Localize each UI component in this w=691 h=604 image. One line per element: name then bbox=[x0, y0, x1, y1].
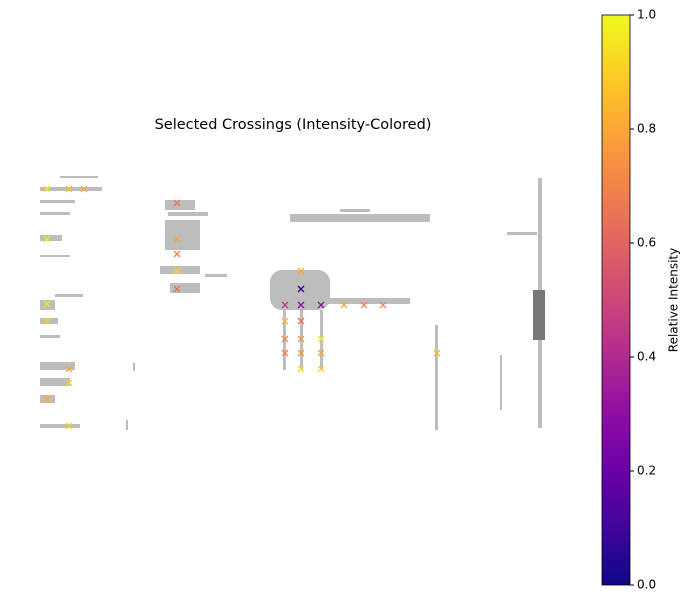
crossing-marker bbox=[379, 301, 387, 309]
crossing-marker bbox=[281, 301, 289, 309]
colorbar-tick-label: 0.8 bbox=[637, 122, 656, 136]
crossing-marker bbox=[65, 379, 73, 387]
crossing-marker bbox=[297, 335, 305, 343]
colorbar-label: Relative Intensity bbox=[667, 248, 681, 352]
crossing-marker bbox=[281, 317, 289, 325]
crossing-marker bbox=[173, 285, 181, 293]
crossing-marker bbox=[340, 301, 348, 309]
crossing-marker bbox=[65, 365, 73, 373]
crossing-marker bbox=[43, 235, 51, 243]
crossing-marker bbox=[317, 335, 325, 343]
colorbar-tick-label: 0.2 bbox=[637, 464, 656, 478]
crossing-marker bbox=[281, 335, 289, 343]
crossing-marker bbox=[43, 300, 51, 308]
crossing-marker bbox=[433, 349, 441, 357]
crossing-marker bbox=[297, 349, 305, 357]
crossing-marker bbox=[317, 349, 325, 357]
crossing-marker bbox=[297, 267, 305, 275]
crossing-marker bbox=[43, 317, 51, 325]
colorbar-tick-label: 0.0 bbox=[637, 578, 656, 592]
crossing-marker bbox=[173, 199, 181, 207]
crossing-marker bbox=[173, 267, 181, 275]
colorbar bbox=[601, 14, 631, 586]
crossing-marker bbox=[65, 422, 73, 430]
colorbar-tick-label: 0.6 bbox=[637, 236, 656, 250]
crossing-marker bbox=[297, 285, 305, 293]
crossing-marker bbox=[297, 301, 305, 309]
crossing-marker bbox=[173, 250, 181, 258]
crossing-marker bbox=[281, 349, 289, 357]
crossing-marker bbox=[43, 395, 51, 403]
crossing-marker bbox=[80, 185, 88, 193]
crossing-marker bbox=[173, 235, 181, 243]
crossing-marker bbox=[360, 301, 368, 309]
crossing-marker bbox=[43, 185, 51, 193]
crossing-marker bbox=[65, 185, 73, 193]
crossing-marker bbox=[297, 365, 305, 373]
chart-title: Selected Crossings (Intensity-Colored) bbox=[155, 117, 432, 133]
colorbar-tick-label: 0.4 bbox=[637, 350, 656, 364]
crossing-marker bbox=[317, 365, 325, 373]
colorbar-tick-label: 1.0 bbox=[637, 8, 656, 22]
background-image bbox=[40, 176, 545, 430]
crossing-marker bbox=[317, 301, 325, 309]
crossing-marker bbox=[297, 317, 305, 325]
